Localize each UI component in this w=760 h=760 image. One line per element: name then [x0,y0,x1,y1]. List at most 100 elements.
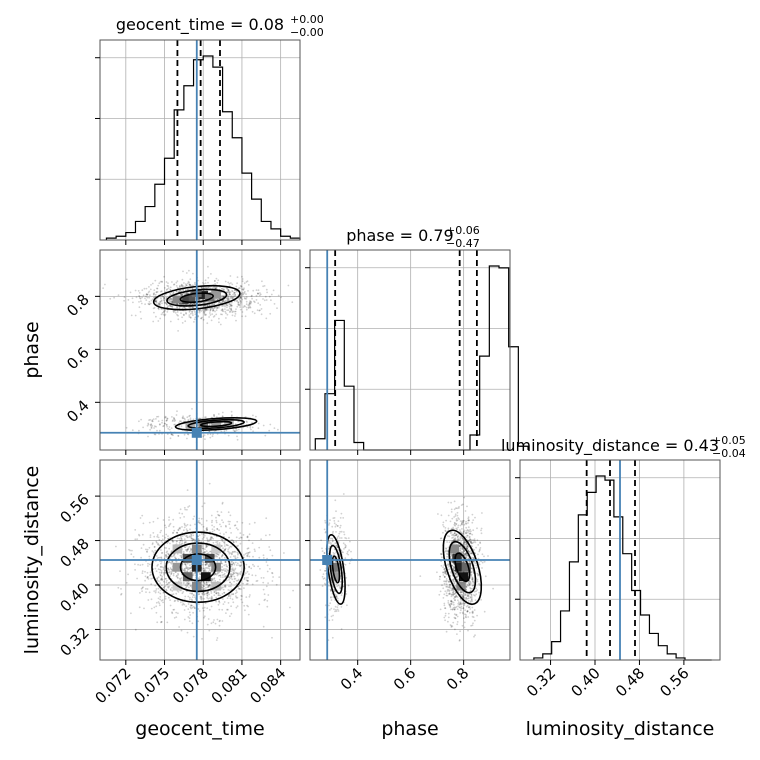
sample-point [452,582,455,585]
sample-point [160,579,163,581]
sample-point [188,586,190,589]
sample-point [464,522,467,525]
sample-point [207,265,209,268]
sample-point [165,551,168,554]
sample-point [189,604,192,607]
sample-point [155,425,157,428]
sample-point [223,548,226,551]
sample-point [249,300,251,303]
sample-point [217,279,220,282]
sample-point [245,563,248,566]
sample-point [182,270,184,273]
sample-point [170,562,173,565]
sample-point [154,299,157,302]
sample-point [183,314,185,317]
sample-point [211,524,214,527]
sample-point [221,502,224,505]
sample-point [158,556,161,559]
sample-point [342,542,345,545]
sample-point [235,540,238,543]
sample-point [232,571,235,574]
sample-point [209,423,211,426]
sample-point [207,584,210,587]
sample-point [198,299,200,302]
sample-point [164,313,167,316]
sample-point [238,537,241,540]
sample-point [210,319,213,322]
sample-point [193,302,195,305]
sample-point [221,415,224,418]
sample-point [445,580,448,583]
sample-point [178,426,180,428]
sample-point [239,308,242,311]
sample-point [204,602,207,605]
sample-point [454,628,456,631]
sample-point [203,536,205,539]
sample-point [466,547,469,550]
sample-point [169,300,172,302]
sample-point [478,548,481,551]
sample-point [170,297,172,300]
sample-point [152,532,155,534]
sample-point [471,584,474,587]
sample-point [149,536,152,538]
sample-point [268,546,271,548]
sample-point [463,561,465,563]
sample-point [440,537,443,539]
sample-point [185,312,187,314]
sample-point [168,582,171,584]
sample-point [236,305,239,308]
sample-point [187,548,190,551]
sample-point [182,313,185,316]
sample-point [218,600,221,603]
sample-point [163,572,165,575]
sample-point [172,310,175,313]
sample-point [206,594,209,597]
sample-point [219,323,222,326]
sample-point [224,548,227,551]
sample-point [337,584,340,587]
sample-point [206,526,208,529]
sample-point [154,567,157,570]
sample-point [249,302,252,305]
sample-point [146,551,149,553]
sample-point [167,553,170,556]
sample-point [231,314,234,317]
sample-point [135,296,138,299]
sample-point [215,313,218,316]
sample-point [229,296,232,298]
sample-point [138,606,141,609]
sample-point [166,288,169,291]
sample-point [200,310,203,312]
sample-point [166,555,169,558]
sample-point [169,286,172,289]
sample-point [228,551,231,554]
sample-point [210,538,212,540]
sample-point [232,541,235,544]
sample-point [170,298,173,301]
sample-point [138,295,141,298]
sample-point [227,595,230,597]
sample-point [202,281,204,284]
sample-point [185,535,187,537]
sample-point [181,307,184,310]
sample-point [130,612,132,615]
sample-point [175,616,178,618]
sample-point [463,626,466,629]
sample-point [160,571,163,574]
sample-point [230,308,233,311]
sample-point [211,307,214,310]
sample-point [155,418,157,420]
sample-point [223,556,226,559]
sample-point [232,297,235,299]
sample-point [221,553,224,556]
sample-point [442,566,444,569]
sample-point [161,575,164,578]
sample-point [230,301,233,304]
sample-point [291,301,294,304]
sample-point [200,286,203,289]
sample-point [224,299,227,302]
sample-point [208,304,211,306]
sample-point [321,585,324,587]
sample-point [333,608,335,610]
